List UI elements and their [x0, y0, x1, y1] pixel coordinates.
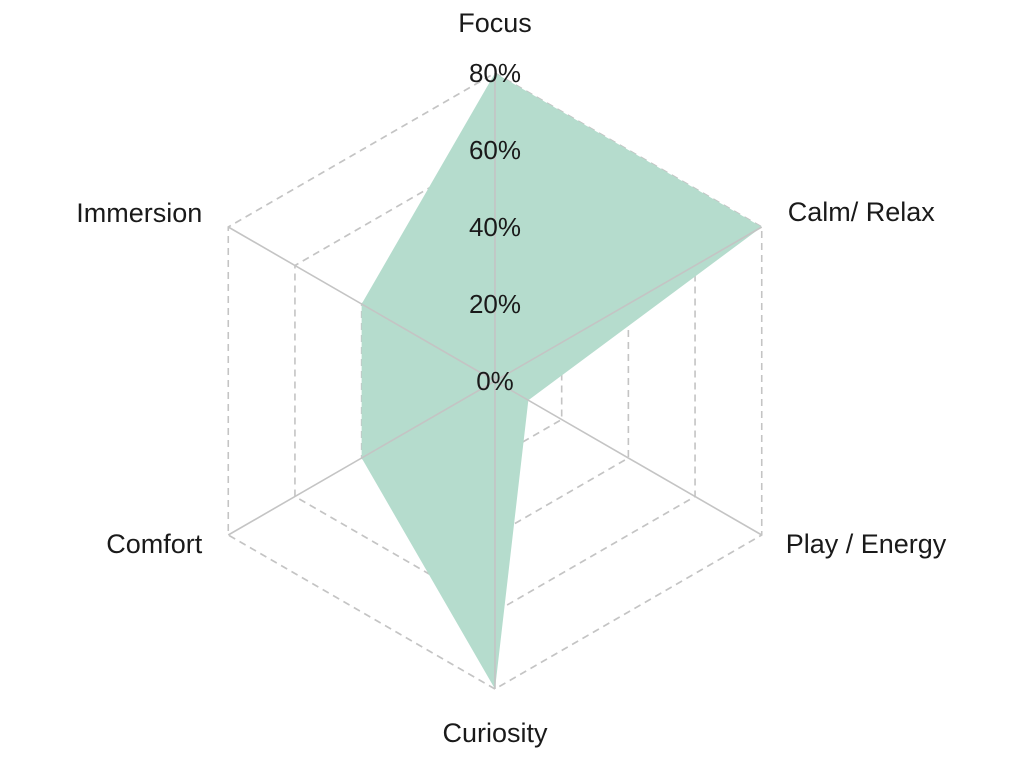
series-area	[361, 73, 762, 689]
axis-label-comfort: Comfort	[106, 529, 203, 559]
axis-label-calm-relax: Calm/ Relax	[788, 197, 936, 227]
tick-label: 0%	[476, 366, 514, 396]
tick-label: 40%	[469, 212, 521, 242]
axis-spoke	[227, 226, 496, 382]
tick-label: 60%	[469, 135, 521, 165]
axis-spoke	[227, 380, 496, 536]
axis-labels: Focus Calm/ Relax Play / Energy Curiosity Co…	[76, 8, 947, 748]
axis-label-immersion: Immersion	[76, 198, 202, 228]
axis-spoke	[494, 226, 763, 382]
axis-label-focus: Focus	[458, 8, 532, 38]
tick-labels: 0% 20% 40% 60% 80%	[469, 58, 521, 396]
axis-label-curiosity: Curiosity	[442, 718, 548, 748]
axis-label-play-energy: Play / Energy	[786, 529, 947, 559]
axis-spoke	[494, 380, 763, 536]
tick-label: 80%	[469, 58, 521, 88]
tick-label: 20%	[469, 289, 521, 319]
data-layer	[361, 73, 762, 689]
grid-spokes	[227, 73, 763, 689]
